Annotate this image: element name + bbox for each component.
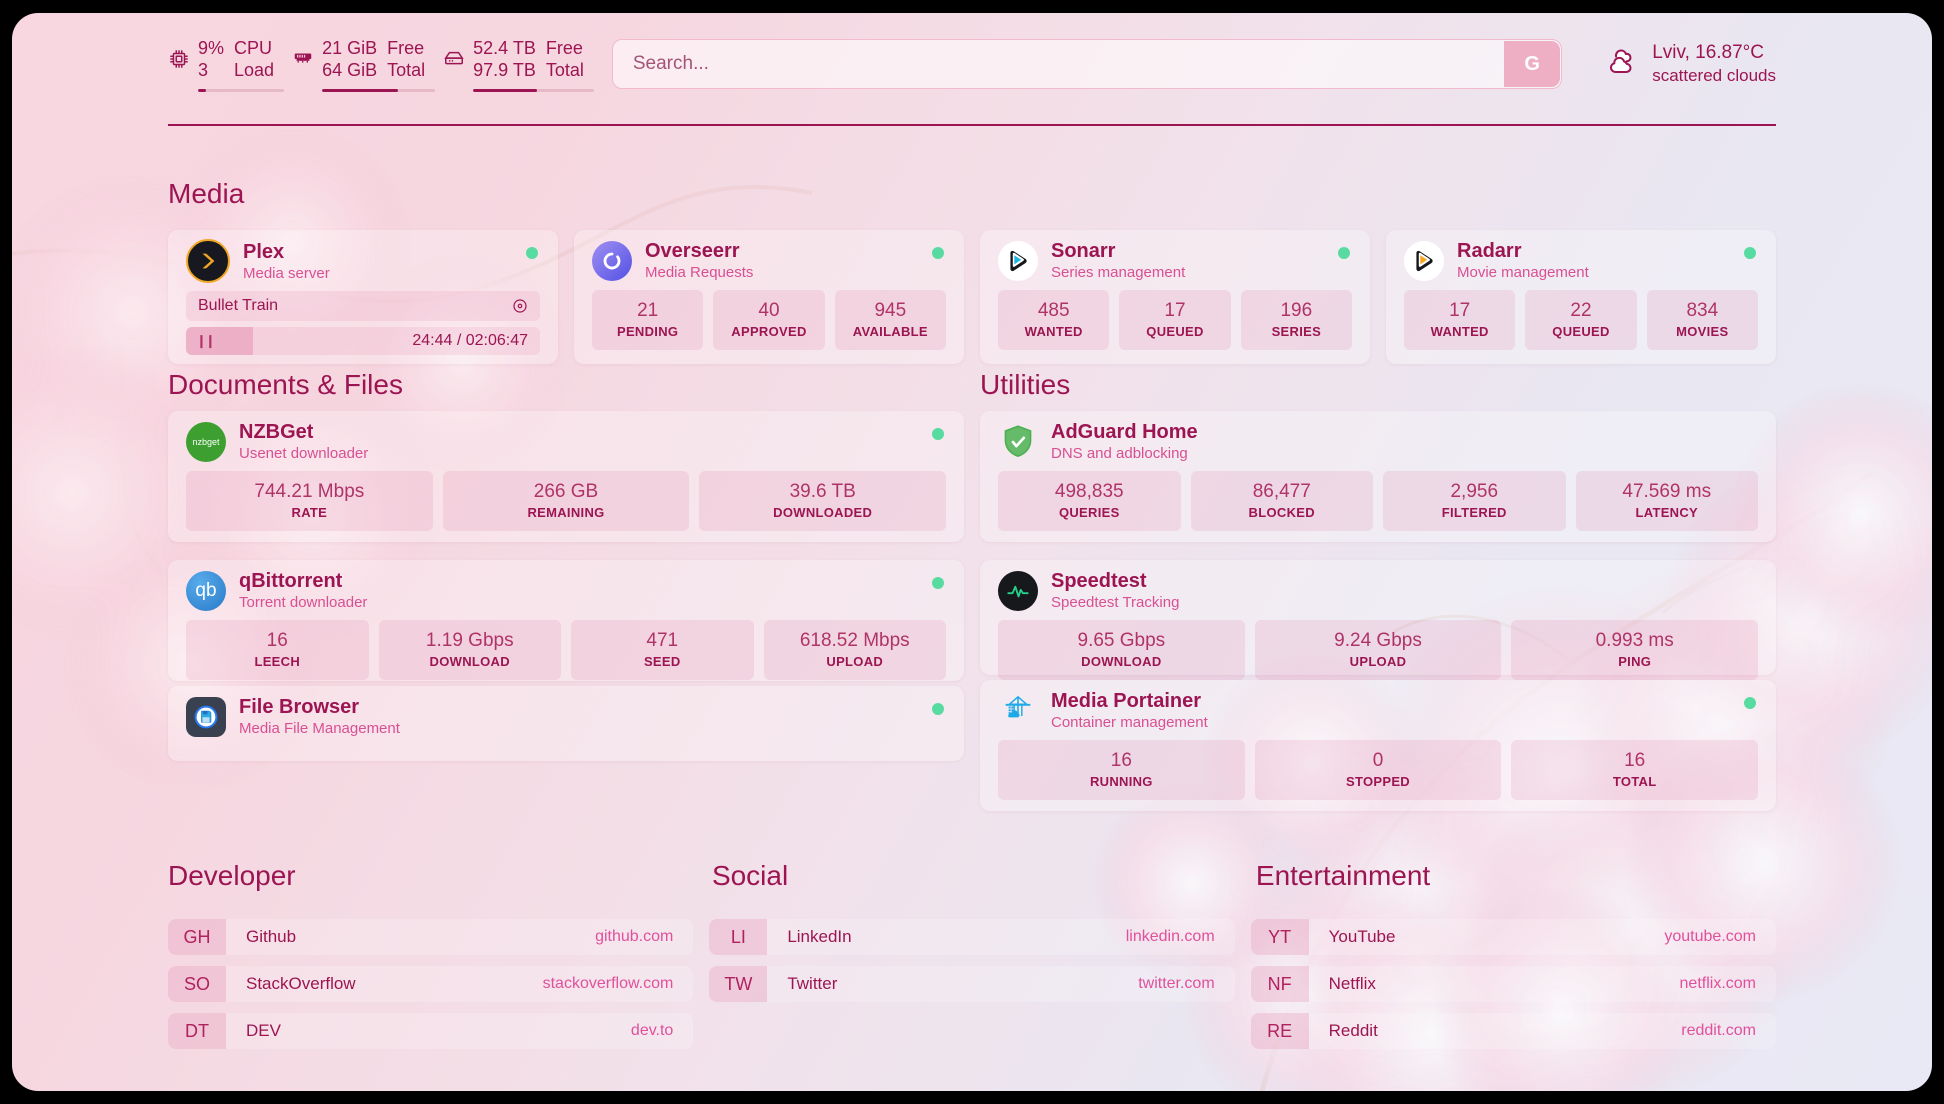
svg-text:nzbget: nzbget <box>192 437 220 447</box>
